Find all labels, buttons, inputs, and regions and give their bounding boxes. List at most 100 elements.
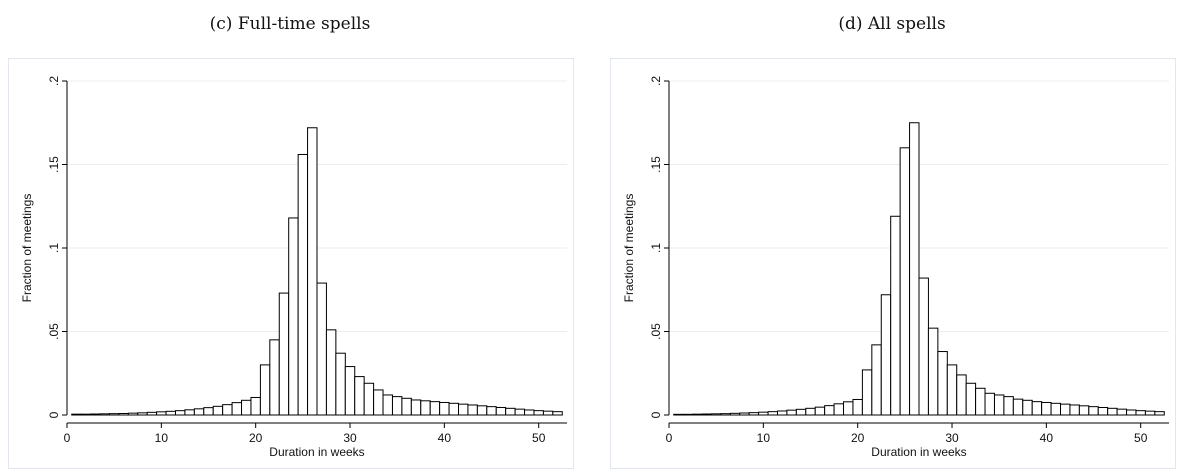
y-tick-label: .1	[47, 243, 61, 253]
plot-frame: 0 .05 .1 .15 .2 0 10 20 30 40 50 Duration in weeks F…	[8, 58, 574, 469]
histogram-bar	[1022, 399, 1033, 416]
x-tick-label: 20	[851, 431, 865, 445]
histogram-bar	[373, 389, 384, 416]
histogram-bar	[259, 364, 271, 416]
y-axis-title: Fraction of meetings	[20, 194, 34, 303]
histogram-bar	[269, 339, 280, 416]
histogram-bar	[1078, 405, 1090, 416]
y-tick-label: .1	[649, 243, 663, 253]
histogram-bar	[250, 396, 261, 416]
histogram-bar	[1135, 410, 1146, 416]
x-tick-label: 30	[343, 431, 357, 445]
histogram-bar	[174, 410, 186, 416]
histogram-bar	[1069, 404, 1080, 416]
histogram-bar	[861, 369, 873, 416]
x-tick-label: 40	[438, 431, 452, 445]
histogram-bar	[984, 392, 995, 416]
histogram-bar	[193, 408, 205, 416]
histogram-bar	[542, 410, 554, 416]
x-axis-title: Duration in weeks	[871, 445, 966, 459]
histogram-bar	[1060, 403, 1071, 416]
x-tick-label: 50	[1134, 431, 1148, 445]
y-tick-label: .05	[649, 323, 663, 340]
histogram-chart-fulltime: 0 .05 .1 .15 .2 0 10 20 30 40 50 Duration in weeks F…	[20, 76, 567, 459]
histogram-bar	[288, 217, 299, 416]
y-tick-label: .15	[47, 156, 61, 173]
histogram-bar	[307, 127, 318, 416]
histogram-bar	[429, 401, 441, 416]
histogram-bar	[1031, 401, 1043, 416]
histogram-bar	[1097, 406, 1109, 416]
histogram-bar	[1088, 406, 1099, 416]
histogram-bar	[80, 413, 92, 416]
y-tick-label: .2	[649, 76, 663, 86]
histogram-bar	[278, 292, 290, 416]
x-tick-label: 40	[1040, 431, 1054, 445]
y-tick-label: 0	[649, 411, 663, 418]
histogram-bar	[552, 411, 563, 416]
histogram-bar	[871, 344, 882, 416]
histogram-bar	[748, 412, 760, 416]
histogram-bar	[852, 398, 863, 416]
histogram-bar	[401, 397, 412, 416]
histogram-bar	[1050, 402, 1062, 416]
histogram-bar	[824, 405, 835, 416]
histogram-bar	[90, 413, 101, 416]
histogram-bar	[476, 405, 488, 416]
x-tick-label: 0	[666, 431, 673, 445]
histogram-bar	[956, 374, 967, 416]
histogram-bar	[720, 413, 731, 416]
histogram-bar	[739, 412, 750, 416]
histogram-bar	[1041, 401, 1052, 416]
x-tick-label: 0	[64, 431, 71, 445]
histogram-bar	[1107, 407, 1118, 416]
panel-caption: (c) Full-time spells	[209, 14, 371, 34]
histogram-bar	[946, 364, 958, 416]
histogram-bar	[975, 387, 986, 416]
histogram-bar	[99, 413, 110, 416]
histogram-bar	[486, 406, 497, 416]
y-axis-title: Fraction of meetings	[622, 194, 636, 303]
histogram-bar	[165, 410, 176, 416]
histogram-bar	[203, 407, 214, 416]
histogram-bar	[316, 282, 327, 416]
histogram-bar	[137, 412, 148, 416]
histogram-bar	[533, 410, 544, 416]
histogram-bar	[767, 411, 778, 416]
y-tick-label: 0	[47, 411, 61, 418]
chart-panel-left: (c) Full-time spells 0 .05 .1 .15 .2 0 10 20 30 4…	[0, 0, 580, 473]
histogram-bar	[495, 406, 507, 416]
histogram-bar	[890, 215, 901, 416]
histogram-bar	[786, 409, 797, 416]
histogram-bar	[420, 400, 431, 416]
histogram-bar	[127, 412, 139, 416]
plot-frame: 0 .05 .1 .15 .2 0 10 20 30 40 50 Duration in weeks F…	[610, 58, 1176, 469]
histogram-bar	[965, 382, 977, 416]
y-tick-label: .2	[47, 76, 61, 86]
histogram-bar	[1012, 398, 1024, 416]
histogram-bar	[118, 412, 129, 416]
histogram-bar	[184, 409, 195, 416]
histogram-bar	[795, 408, 807, 416]
histogram-bar	[335, 352, 346, 416]
histogram-bar	[692, 413, 703, 416]
histogram-bar	[297, 153, 309, 416]
histogram-bar	[927, 327, 939, 416]
histogram-bar	[241, 399, 252, 416]
histogram-bar	[776, 410, 788, 416]
histogram-bar	[458, 403, 469, 416]
x-tick-label: 10	[757, 431, 771, 445]
histogram-bar	[156, 411, 167, 416]
histogram-bar	[146, 411, 158, 416]
x-tick-label: 50	[532, 431, 546, 445]
histogram-bar	[71, 413, 82, 416]
histogram-bar	[937, 351, 948, 416]
x-axis-title: Duration in weeks	[269, 445, 364, 459]
histogram-bar	[325, 329, 337, 416]
x-tick-label: 20	[249, 431, 263, 445]
histogram-bar	[673, 413, 684, 416]
histogram-bar	[505, 407, 516, 416]
histogram-bar	[1144, 410, 1156, 416]
histogram-bar	[354, 376, 365, 416]
histogram-bar	[382, 394, 393, 416]
